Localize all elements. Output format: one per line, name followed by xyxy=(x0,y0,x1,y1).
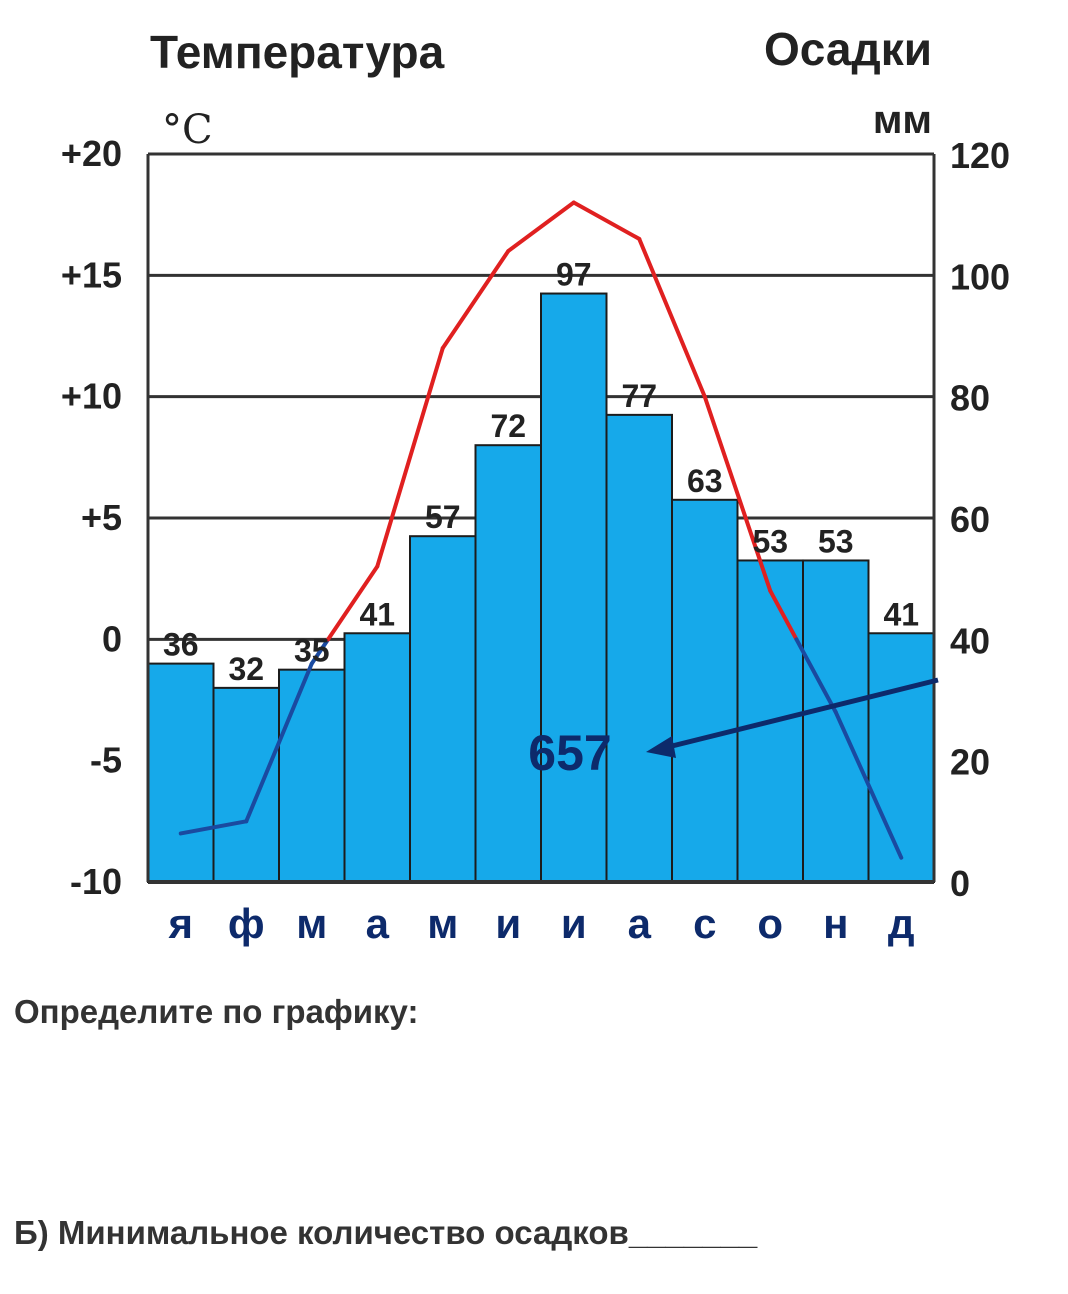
precipitation-bar xyxy=(343,632,411,883)
precipitation-bar xyxy=(278,668,346,884)
temperature-tick-label: +15 xyxy=(61,254,122,295)
precipitation-unit: мм xyxy=(873,98,932,142)
total-precipitation-label: 657 xyxy=(528,725,611,781)
bar-value-label: 41 xyxy=(883,596,919,632)
climate-chart: Температура °C Осадки мм 36 32 35 41 57 72 97 7… xyxy=(61,23,1010,947)
total-arrow-head xyxy=(646,736,676,758)
precipitation-bar xyxy=(147,662,215,883)
temperature-tick-label: +10 xyxy=(61,376,122,417)
temperature-title: Температура xyxy=(150,26,445,78)
precipitation-tick-label: 80 xyxy=(950,378,990,419)
climate-chart-svg: Температура °C Осадки мм 363235415772977… xyxy=(61,23,1010,947)
temperature-segment xyxy=(309,637,331,666)
precipitation-bar xyxy=(802,559,870,883)
question-b: Б) Минимальное количество осадков_______ xyxy=(14,1214,757,1252)
month-label: я xyxy=(167,900,193,947)
precipitation-bar xyxy=(605,413,673,883)
total-arrow-line xyxy=(663,677,939,751)
temperature-segment xyxy=(375,346,445,569)
precipitation-bar xyxy=(540,292,608,883)
month-label: а xyxy=(628,900,652,947)
precipitation-bar xyxy=(671,498,739,883)
temperature-segment xyxy=(833,710,904,860)
bar-value-label: 35 xyxy=(294,633,330,669)
temperature-segment xyxy=(794,637,838,715)
bar-value-label: 53 xyxy=(752,523,788,559)
temperature-unit: °C xyxy=(162,107,213,153)
month-label: а xyxy=(366,900,390,947)
bar-value-label: 63 xyxy=(687,463,723,499)
temperature-segment xyxy=(571,200,642,241)
precipitation-bar xyxy=(409,535,477,883)
bar-value-label: 72 xyxy=(490,408,526,444)
answer-blank: _______ xyxy=(628,1214,758,1251)
precipitation-bar xyxy=(867,632,935,883)
month-label: и xyxy=(495,900,521,947)
total-annotation: 657 xyxy=(528,677,939,781)
temperature-line xyxy=(178,200,904,860)
temperature-tick-label: +5 xyxy=(81,497,122,538)
precipitation-tick-label: 60 xyxy=(950,499,990,540)
month-label: ф xyxy=(228,900,265,947)
precipitation-tick-label: 100 xyxy=(950,256,1010,297)
temperature-tick-label: 0 xyxy=(102,618,122,659)
month-label: н xyxy=(823,900,848,947)
precipitation-tick-label: 40 xyxy=(950,620,990,661)
precipitation-bar xyxy=(474,444,542,883)
temperature-segment xyxy=(440,249,511,351)
temperature-segment xyxy=(178,819,249,836)
month-label: м xyxy=(296,900,327,947)
temperature-segment xyxy=(768,588,799,642)
month-label: м xyxy=(427,900,458,947)
precipitation-tick-label: 120 xyxy=(950,135,1010,176)
temperature-segment xyxy=(702,394,773,593)
precipitation-bar xyxy=(212,686,280,883)
precipitation-bars xyxy=(147,292,935,884)
question-heading: Определите по графику: xyxy=(14,993,419,1030)
temperature-segment xyxy=(506,200,576,254)
data-labels: 36 32 35 41 57 72 97 77 63 53 53 41 xyxy=(163,257,919,687)
month-label: д xyxy=(888,900,915,947)
temperature-segment xyxy=(244,661,314,824)
temperature-tick-label: -10 xyxy=(70,861,122,902)
bar-value-label: 36 xyxy=(163,627,199,663)
temperature-segment xyxy=(637,236,707,399)
temperature-segment xyxy=(326,564,380,642)
bar-value-label: 32 xyxy=(228,651,264,687)
bar-value-label: 97 xyxy=(556,257,592,293)
question-b-text: Б) Минимальное количество осадков xyxy=(14,1214,629,1251)
temperature-tick-label: -5 xyxy=(90,740,122,781)
temperature-tick-label: +20 xyxy=(61,133,122,174)
precipitation-title: Осадки xyxy=(764,23,932,75)
month-label: с xyxy=(693,900,716,947)
precipitation-tick-label: 20 xyxy=(950,742,990,783)
precipitation-tick-label: 0 xyxy=(950,863,970,904)
bar-value-label: 53 xyxy=(818,523,854,559)
month-label: о xyxy=(757,900,783,947)
month-label: и xyxy=(561,900,587,947)
bar-value-label: 41 xyxy=(359,596,395,632)
bar-value-label: 57 xyxy=(425,499,461,535)
bar-value-label: 77 xyxy=(621,378,657,414)
